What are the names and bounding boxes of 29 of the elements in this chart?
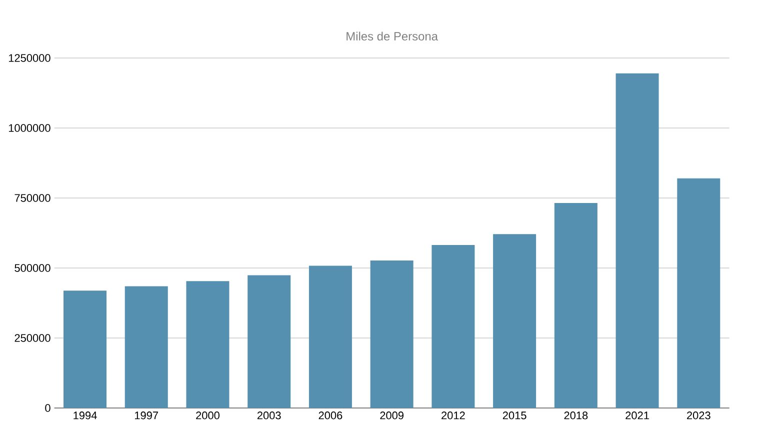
bar	[248, 275, 291, 408]
x-tick-label: 2006	[318, 412, 342, 420]
x-tick-label: 2009	[380, 412, 404, 420]
y-tick-label: 1250000	[8, 54, 50, 62]
bar	[493, 234, 536, 408]
bar	[64, 290, 107, 408]
y-tick-label: 250000	[14, 334, 50, 342]
bar	[616, 73, 659, 408]
x-tick-label: 2023	[687, 412, 710, 420]
x-tick-label: 2018	[564, 412, 588, 420]
y-tick-label: 750000	[14, 194, 50, 202]
bar	[432, 245, 475, 408]
y-tick-label: 0	[45, 404, 50, 412]
bar	[677, 178, 720, 408]
bar	[124, 286, 168, 408]
x-tick-label: 1994	[74, 412, 97, 420]
bar	[308, 266, 352, 408]
x-tick-label: 1997	[135, 412, 158, 420]
y-tick-label: 500000	[14, 264, 50, 272]
bar	[554, 203, 598, 408]
x-tick-label: 2003	[257, 412, 281, 420]
x-tick-label: 2012	[442, 412, 465, 420]
bar	[370, 260, 414, 408]
x-tick-label: 2000	[196, 412, 220, 420]
chart-title: Miles de Persona	[346, 32, 438, 40]
bar	[186, 281, 230, 408]
x-tick-label: 2015	[502, 412, 526, 420]
x-tick-label: 2021	[626, 412, 649, 420]
y-tick-label: 1000000	[8, 124, 50, 132]
